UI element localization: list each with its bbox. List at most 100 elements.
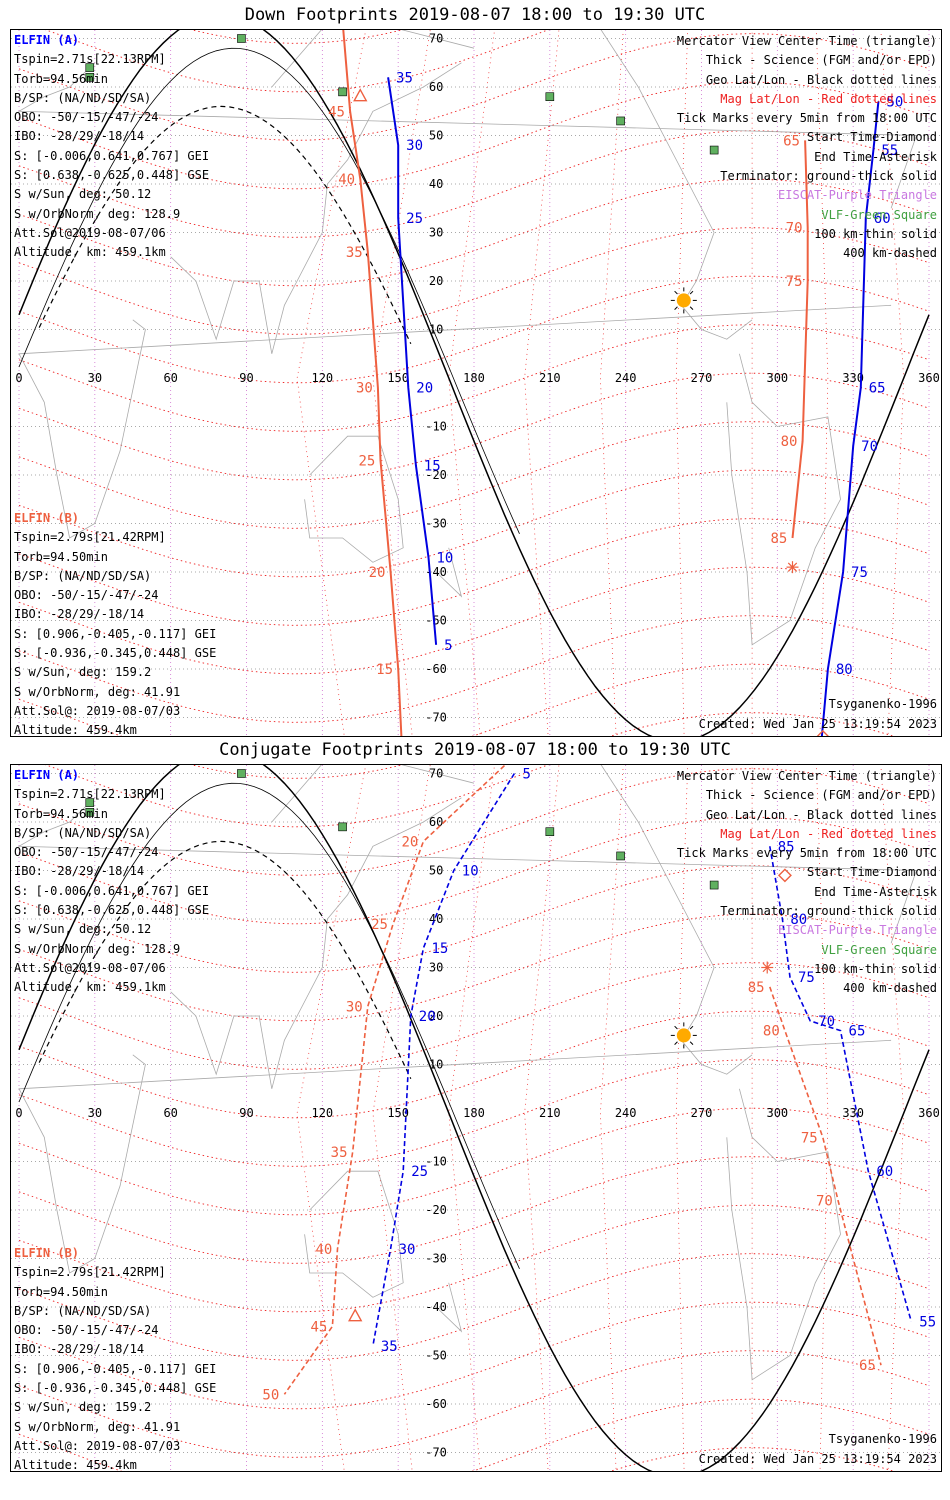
legend-item: End Time-Asterisk (814, 149, 937, 164)
info-line: B/SP: (NA/ND/SD/SA) (14, 825, 152, 840)
elfin-a-track-tick-label: 55 (919, 1315, 936, 1331)
mag-lat-line (18, 1301, 930, 1410)
info-line: IBO: -28/29/-18/14 (14, 1342, 145, 1357)
vlf-station-square (237, 34, 246, 43)
elfin-a-track-tick-label: 65 (849, 1024, 866, 1040)
legend-item: Thick - Science (FGM and/or EPD) (705, 788, 937, 803)
mag-lon-line (675, 765, 689, 1471)
coastline (726, 1088, 841, 1381)
lat-tick-label: 10 (429, 1058, 443, 1072)
elfin-a-track-tick-label: 60 (876, 1164, 893, 1180)
legend-item: 400 km-dashed (843, 246, 937, 261)
model-and-created: Tsyganenko-1996 Created: Wed Jan 25 13:19… (699, 1430, 937, 1469)
lon-tick-label: 330 (842, 1106, 864, 1120)
info-line: S w/OrbNorm, deg: 128.9 (14, 206, 181, 221)
lat-tick-label: -20 (425, 1203, 447, 1217)
elfin-b-track-tick-label: 75 (786, 274, 803, 290)
info-line: Torb=94.50min (14, 549, 108, 564)
info-line: OBO: -50/-15/-47/-24 (14, 588, 159, 603)
mag-lat-line (18, 1010, 930, 1119)
elfin-b-track-tick-label: 40 (316, 1242, 333, 1258)
elfin-a-track-tick-label: 15 (431, 941, 448, 957)
coastline (304, 1170, 404, 1298)
elfin-b-track-path (769, 986, 882, 1366)
elfin-b-track-tick-label: 80 (763, 1024, 780, 1040)
elfin-b-track-path (791, 140, 809, 539)
elfin-a-info: ELFIN (A) Tspin=2.71s[22.13RPM] Torb=94.56… (14, 766, 209, 998)
coastline (600, 765, 753, 1075)
lat-tick-label: 40 (429, 177, 443, 191)
elfin-a-track-tick-label: 70 (818, 1014, 835, 1030)
coastline (17, 797, 917, 944)
model-and-created: Tsyganenko-1996 Created: Wed Jan 25 13:19… (699, 695, 937, 734)
info-line: Altitude, km: 459.1km (14, 245, 166, 260)
lat-tick-label: 70 (429, 32, 443, 46)
info-line: Tspin=2.79s[21.42RPM] (14, 530, 166, 545)
mag-lat-line (18, 1156, 930, 1264)
elfin-a-track-tick-label: 15 (424, 458, 441, 474)
info-line: Altitude: 459.4km (14, 1458, 137, 1473)
elfin-b-track-tick-label: 80 (781, 434, 798, 450)
legend-item: Terminator: ground-thick solid (720, 904, 937, 919)
mag-lat-line (18, 372, 930, 481)
elfin-a-track-tick-label: 20 (419, 1009, 436, 1025)
vlf-station-square (85, 72, 95, 82)
lon-tick-label: 30 (88, 371, 102, 385)
elfin-a-track-tick-label: 30 (406, 138, 423, 154)
lat-tick-label: -70 (425, 1446, 447, 1460)
elfin-a-track-tick-label: 5 (522, 767, 530, 783)
legend-item: Mag Lat/Lon - Red dotted lines (720, 826, 937, 841)
mag-lat-line (18, 33, 930, 141)
mag-lat-line (18, 913, 930, 1022)
lat-tick-label: -10 (425, 420, 447, 434)
lon-tick-label: 150 (387, 1106, 409, 1120)
legend-item: Mercator View Center Time (triangle) (676, 769, 937, 783)
legend-item: VLF-Green Square (821, 942, 937, 957)
mag-lat-line (18, 1398, 930, 1471)
legend-item: Mag Lat/Lon - Red dotted lines (720, 91, 937, 106)
info-line: Torb=94.56min (14, 806, 108, 821)
legend-item: Geo Lat/Lon - Black dotted lines (705, 807, 937, 822)
sun-icon (676, 1028, 691, 1043)
elfin-a-info: ELFIN (A) Tspin=2.71s[22.13RPM] Torb=94.56… (14, 31, 209, 263)
elfin-b-track-path (283, 765, 507, 1395)
terminator-400km (38, 840, 412, 1079)
view-center-triangle (353, 88, 368, 102)
legend-item: End Time-Asterisk (814, 884, 937, 899)
elfin-b-track-tick-label: 45 (328, 104, 345, 120)
panel-title: Conjugate Footprints 2019-08-07 18:00 to… (219, 740, 731, 760)
elfin-a-track-tick-label: 55 (881, 143, 898, 159)
model-label: Tsyganenko-1996 (828, 1432, 937, 1447)
lat-tick-label: 60 (429, 815, 443, 829)
elfin-a-track-tick-label: 80 (790, 912, 807, 928)
info-line: S: [0.638,-0.625,0.448] GSE (14, 168, 210, 183)
legend-item: Start Time-Diamond (806, 865, 937, 880)
mag-lat-line (18, 178, 930, 287)
mag-lat-line (18, 816, 930, 925)
conjugate-footprints-panel: 0 30 60 90 120 150 180 210 240 270 300 330 360 70 60 50… (10, 764, 942, 1472)
info-line: S: [0.638,-0.625,0.448] GSE (14, 903, 210, 918)
vlf-station-square (85, 807, 95, 817)
mag-lat-line (18, 518, 930, 626)
vlf-station-square (616, 851, 625, 861)
elfin-a-track-path (820, 101, 880, 736)
legend-item: 100 km-thin solid (814, 226, 937, 241)
info-line: OBO: -50/-15/-47/-24 (14, 1323, 159, 1338)
end-time-asterisk (762, 962, 772, 973)
elfin-b-track-tick-label: 20 (401, 834, 418, 850)
lon-tick-label: 150 (387, 371, 409, 385)
info-line: IBO: -28/29/-18/14 (14, 129, 145, 144)
info-line: S w/OrbNorm, deg: 41.91 (14, 1419, 181, 1434)
info-line: Att.Sol@2019-08-07/06 (14, 225, 166, 240)
info-line: Att.Sol@: 2019-08-07/03 (14, 703, 181, 718)
map-canvas: 0 30 60 90 120 150 180 210 240 270 300 330 360 70 60 50… (11, 30, 941, 736)
lat-tick-label: 70 (429, 767, 443, 781)
start-time-diamond (816, 729, 829, 736)
sun-ray (674, 306, 678, 310)
elfin-b-track-tick-label: 25 (371, 917, 388, 933)
down-footprints-panel: 0 30 60 90 120 150 180 210 240 270 300 330 360 70 60 50… (10, 29, 942, 737)
mag-lat-line (18, 227, 930, 335)
lat-tick-label: -60 (425, 1397, 447, 1411)
lat-tick-label: -50 (425, 1349, 447, 1363)
coastline (726, 353, 841, 646)
